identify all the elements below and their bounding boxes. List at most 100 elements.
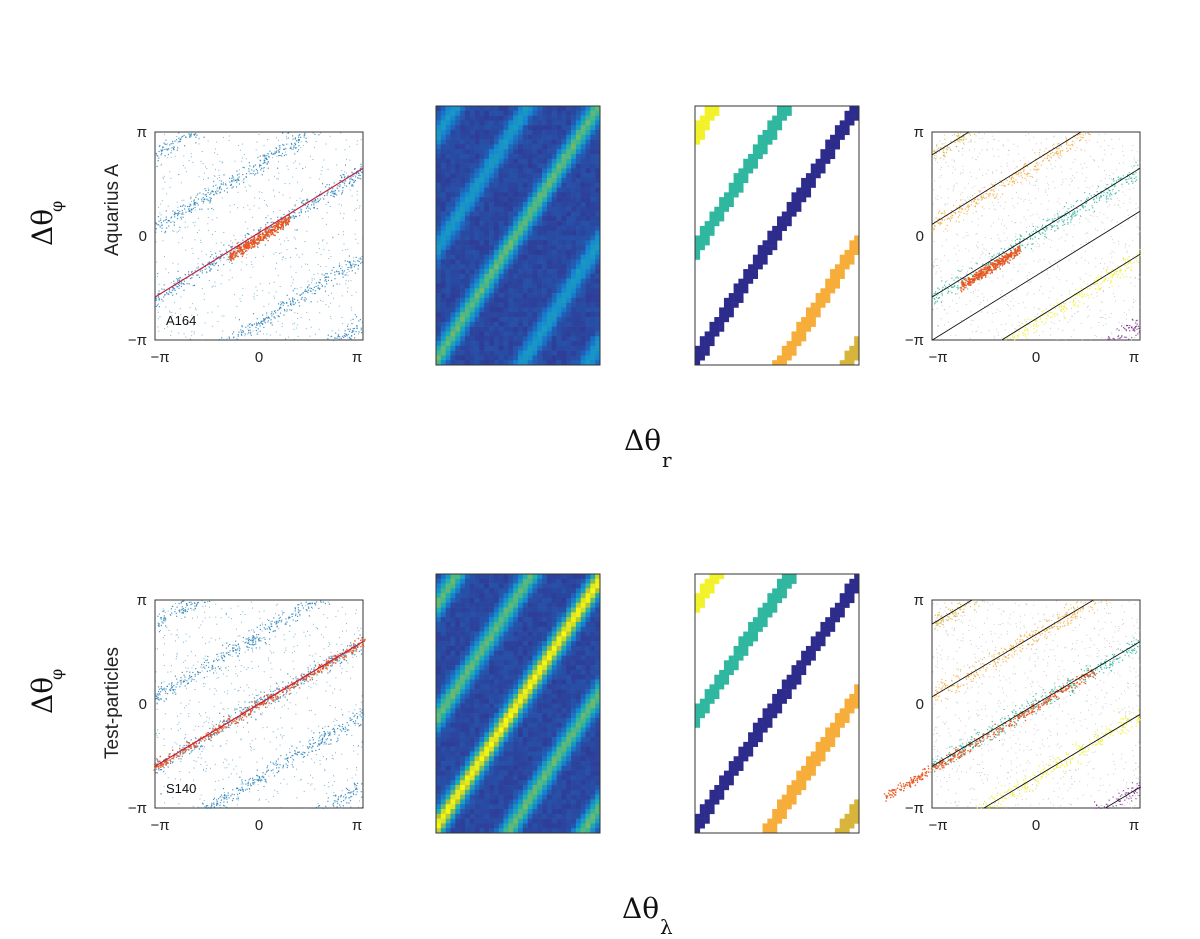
cluster-cell <box>849 115 855 121</box>
scatter-point <box>310 301 312 303</box>
scatter-point <box>242 245 245 247</box>
heatmap-cell <box>460 312 466 318</box>
scatter-point <box>348 266 350 268</box>
cluster-cell <box>801 326 807 332</box>
heatmap-cell <box>440 312 446 318</box>
cluster-cell <box>762 139 768 145</box>
scatter-point <box>284 223 286 225</box>
scatter-point <box>315 285 317 287</box>
scatter-point <box>240 249 242 251</box>
scatter-point <box>1012 324 1013 326</box>
heatmap-cell <box>556 269 562 275</box>
heatmap-cell <box>513 182 519 188</box>
scatter-point <box>349 262 351 264</box>
heatmap-cell <box>508 240 514 246</box>
scatter-point <box>187 226 189 228</box>
heatmap-cell <box>527 139 533 145</box>
cluster-cell <box>709 326 715 332</box>
heatmap-cell <box>474 153 480 160</box>
heatmap-cell <box>571 197 577 203</box>
scatter-point <box>1058 279 1060 281</box>
scatter-point <box>165 216 167 218</box>
scatter-point <box>210 264 212 266</box>
heatmap-cell <box>503 345 509 351</box>
scatter-point <box>168 290 170 292</box>
scatter-point <box>1071 315 1073 317</box>
scatter-point <box>1057 144 1059 146</box>
heatmap-cell <box>580 125 586 131</box>
heatmap-cell <box>498 144 504 150</box>
scatter-point <box>253 236 255 239</box>
scatter-point <box>952 190 954 192</box>
heatmap-cell <box>518 317 524 323</box>
scatter-point <box>340 174 342 177</box>
heatmap-cell <box>556 225 562 232</box>
heatmap-cell <box>493 273 499 279</box>
heatmap-cell <box>479 312 485 318</box>
scatter-point <box>175 282 177 284</box>
heatmap-cell <box>532 249 538 255</box>
scatter-point <box>202 163 204 164</box>
heatmap-cell <box>571 326 577 332</box>
scatter-point <box>177 141 179 143</box>
scatter-point <box>167 220 169 222</box>
scatter-point <box>279 148 281 151</box>
scatter-point <box>300 210 302 212</box>
heatmap-cell <box>556 278 562 284</box>
scatter-point <box>1062 330 1064 332</box>
scatter-point <box>264 322 266 324</box>
scatter-point <box>354 180 357 182</box>
heatmap-cell <box>474 312 480 318</box>
scatter-point <box>254 241 256 243</box>
cluster-cell <box>839 360 845 366</box>
scatter-point <box>177 270 179 272</box>
heatmap-cell <box>522 125 528 131</box>
heatmap-cell <box>527 120 533 126</box>
scatter-point <box>229 269 231 271</box>
scatter-point <box>277 149 279 151</box>
scatter-point <box>1043 238 1045 240</box>
heatmap-cell <box>571 297 577 303</box>
cluster-cell <box>743 173 749 179</box>
scatter-point <box>311 293 313 295</box>
heatmap-cell <box>566 230 572 236</box>
heatmap-cell <box>474 336 480 342</box>
heatmap-cell <box>546 360 553 366</box>
heatmap-cell <box>527 317 533 323</box>
scatter-point <box>265 233 267 235</box>
heatmap-cell <box>460 216 466 222</box>
scatter-point <box>325 279 327 281</box>
heatmap-cell <box>542 331 548 337</box>
scatter-point <box>273 295 275 297</box>
heatmap-cell <box>508 110 514 116</box>
scatter-point <box>223 136 224 138</box>
heatmap-cell <box>585 187 591 193</box>
heatmap-cell <box>450 177 456 184</box>
scatter-point <box>262 162 264 165</box>
scatter-point <box>164 143 166 145</box>
scatter-point <box>348 280 349 282</box>
heatmap-cell <box>508 336 514 342</box>
heatmap-cell <box>513 278 519 284</box>
scatter-point <box>209 263 211 265</box>
heatmap-cell <box>590 206 596 212</box>
cluster-cell <box>704 230 710 236</box>
scatter-point <box>309 287 311 289</box>
scatter-point <box>295 247 297 249</box>
scatter-point <box>179 229 181 231</box>
heatmap-cell <box>595 317 601 323</box>
cluster-cell <box>810 168 816 174</box>
scatter-point <box>273 225 275 227</box>
scatter-point <box>267 320 269 322</box>
scatter-point <box>295 160 296 162</box>
heatmap-cell <box>566 125 572 131</box>
heatmap-cell <box>537 225 543 232</box>
heatmap-cell <box>513 264 519 270</box>
heatmap-cell <box>445 187 451 193</box>
scatter-point <box>1030 202 1032 204</box>
scatter-point <box>231 253 234 255</box>
heatmap-cell <box>493 149 499 155</box>
scatter-point <box>323 159 325 161</box>
scatter-point <box>1092 283 1094 285</box>
scatter-point <box>325 204 327 205</box>
